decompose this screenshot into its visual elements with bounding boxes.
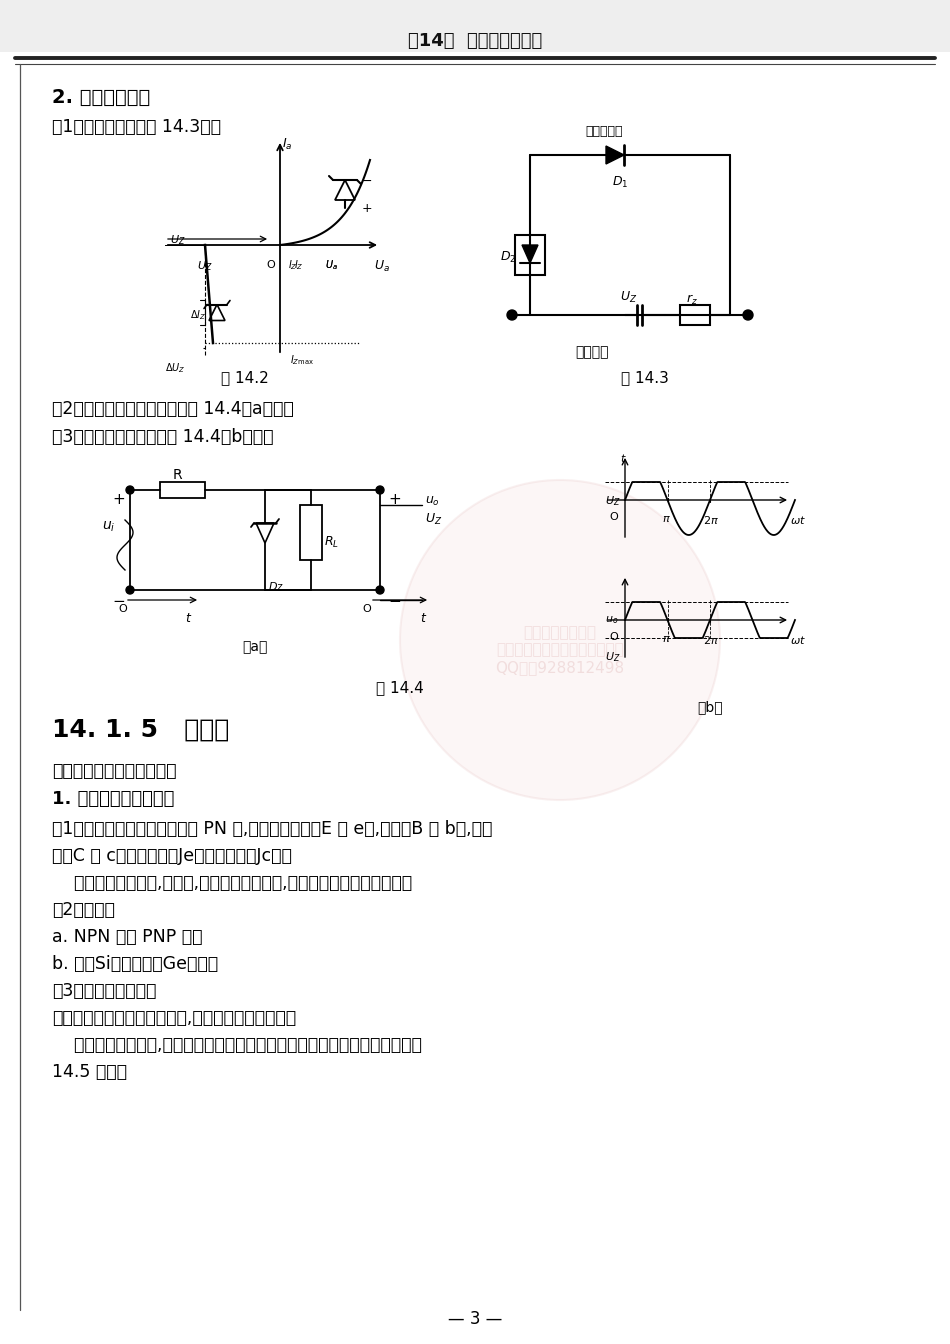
Bar: [515, 235, 545, 276]
Text: $I_Z$: $I_Z$: [288, 258, 297, 271]
Text: — 3 —: — 3 —: [447, 1310, 503, 1328]
Text: 图 14.4: 图 14.4: [376, 680, 424, 695]
Text: O: O: [609, 632, 618, 642]
Text: $U_Z$: $U_Z$: [605, 650, 620, 664]
Text: （2）实现简单稳压（电路如图 14.4（a））；: （2）实现简单稳压（电路如图 14.4（a））；: [52, 401, 294, 418]
Text: R: R: [173, 468, 182, 482]
Text: $\Delta I_Z$: $\Delta I_Z$: [190, 308, 206, 321]
Text: +: +: [388, 492, 401, 507]
Text: （2）类型：: （2）类型：: [52, 900, 115, 919]
Circle shape: [743, 310, 753, 320]
Text: 发射区掺杂浓度高,基区薄,集电区掺杂浓度低,集电结的面积比发射结大。: 发射区掺杂浓度高,基区薄,集电区掺杂浓度低,集电结的面积比发射结大。: [52, 874, 412, 892]
Text: $-$: $-$: [361, 173, 372, 187]
Text: $u_o$: $u_o$: [425, 495, 440, 508]
Text: b. 硅（Si）管或锥（Ge）管。: b. 硅（Si）管或锥（Ge）管。: [52, 956, 219, 973]
Text: $t$: $t$: [420, 612, 428, 625]
Polygon shape: [335, 180, 355, 200]
Polygon shape: [606, 146, 624, 164]
Text: 根据实现电流放大作用的要求,供电电源接法应保证：: 根据实现电流放大作用的要求,供电电源接法应保证：: [52, 1009, 296, 1027]
Text: 理想二极管: 理想二极管: [585, 125, 622, 138]
Text: $\pi$: $\pi$: [662, 634, 672, 644]
Text: $u_i$: $u_i$: [102, 520, 116, 535]
Bar: [160, 482, 205, 499]
Circle shape: [376, 487, 384, 495]
Text: 第14章  二极管和晶体管: 第14章 二极管和晶体管: [408, 32, 542, 50]
Circle shape: [376, 586, 384, 594]
Circle shape: [507, 310, 517, 320]
Text: 2. 稳压管的应用: 2. 稳压管的应用: [52, 87, 150, 108]
Text: $I_a$: $I_a$: [282, 137, 293, 152]
Text: $-$: $-$: [388, 591, 401, 607]
Text: $2\pi$: $2\pi$: [703, 634, 719, 646]
Text: $U_Z$: $U_Z$: [170, 233, 185, 247]
Text: $r_z$: $r_z$: [686, 293, 698, 306]
Text: $\omega t$: $\omega t$: [790, 634, 806, 646]
Text: $t$: $t$: [620, 452, 627, 464]
Text: $I_Z$: $I_Z$: [294, 258, 304, 271]
Text: $U_Z$: $U_Z$: [197, 259, 213, 273]
Text: $U_Z$: $U_Z$: [425, 512, 443, 527]
Text: $D_1$: $D_1$: [612, 175, 628, 190]
Text: （1）等效电路（如图 14.3）；: （1）等效电路（如图 14.3）；: [52, 118, 221, 136]
Text: 欢迎加入湘潭大学
期末考试复习资料库研发工作室
QQ群：928812498: 欢迎加入湘潭大学 期末考试复习资料库研发工作室 QQ群：928812498: [496, 625, 624, 675]
Text: O: O: [118, 603, 126, 614]
Text: $R_L$: $R_L$: [324, 535, 339, 550]
Text: 极（C 或 c）和发射结（Je）、集电结（Jc）。: 极（C 或 c）和发射结（Je）、集电结（Jc）。: [52, 847, 292, 866]
Text: 发射结为正向偏置,集电结为反向偏置。两种结构形式的共射极接法电路如图: 发射结为正向偏置,集电结为反向偏置。两种结构形式的共射极接法电路如图: [52, 1036, 422, 1054]
Text: $U_a$: $U_a$: [325, 258, 338, 271]
Text: 14.5 所示。: 14.5 所示。: [52, 1063, 127, 1081]
Text: $U_Z$: $U_Z$: [605, 495, 620, 508]
Text: $U_a$: $U_a$: [325, 258, 338, 271]
Text: $U_a$: $U_a$: [374, 259, 390, 274]
Text: $+$: $+$: [361, 202, 372, 215]
Text: 晶体管又称半导体三极管。: 晶体管又称半导体三极管。: [52, 762, 177, 780]
Text: $-$: $-$: [112, 591, 125, 607]
Text: O: O: [609, 512, 618, 521]
Circle shape: [126, 487, 134, 495]
Text: 14. 1. 5   晶体管: 14. 1. 5 晶体管: [52, 718, 229, 742]
Text: +: +: [112, 492, 124, 507]
Polygon shape: [209, 305, 225, 320]
Text: $D_Z$: $D_Z$: [268, 581, 284, 594]
Text: 等效电路: 等效电路: [575, 345, 609, 359]
Text: $U_Z$: $U_Z$: [620, 290, 637, 305]
Text: $\pi$: $\pi$: [662, 513, 672, 524]
Text: 1. 结构与基本放大原理: 1. 结构与基本放大原理: [52, 790, 175, 808]
Bar: [300, 505, 322, 560]
Text: 图 14.3: 图 14.3: [621, 370, 669, 384]
Polygon shape: [522, 245, 538, 263]
Bar: [0, 0, 950, 52]
Text: $t$: $t$: [185, 612, 192, 625]
Text: $\omega t$: $\omega t$: [790, 513, 806, 526]
Text: （1）晶体管有三个电极和两个 PN 结,分别是发射极（E 或 e）,基极（B 或 b）,集电: （1）晶体管有三个电极和两个 PN 结,分别是发射极（E 或 e）,基极（B 或…: [52, 820, 492, 839]
Circle shape: [400, 480, 720, 800]
Circle shape: [126, 586, 134, 594]
Text: 图 14.2: 图 14.2: [221, 370, 269, 384]
Text: （a）: （a）: [242, 640, 268, 655]
Text: O: O: [266, 259, 275, 270]
Text: $2\pi$: $2\pi$: [703, 513, 719, 526]
Text: $\Delta U_Z$: $\Delta U_Z$: [165, 362, 185, 375]
Text: O: O: [362, 603, 370, 614]
Text: （3）基本放大电路：: （3）基本放大电路：: [52, 982, 157, 1000]
Text: $D_2$: $D_2$: [500, 250, 516, 265]
Text: $u_o$: $u_o$: [605, 614, 618, 626]
Bar: [680, 305, 710, 325]
Text: （3）削波电路（电路如图 14.4（b））。: （3）削波电路（电路如图 14.4（b））。: [52, 427, 274, 446]
Text: $I_{Z\rm{max}}$: $I_{Z\rm{max}}$: [290, 353, 314, 367]
Text: a. NPN 型和 PNP 型；: a. NPN 型和 PNP 型；: [52, 927, 202, 946]
Polygon shape: [256, 523, 274, 543]
Text: （b）: （b）: [697, 700, 723, 714]
